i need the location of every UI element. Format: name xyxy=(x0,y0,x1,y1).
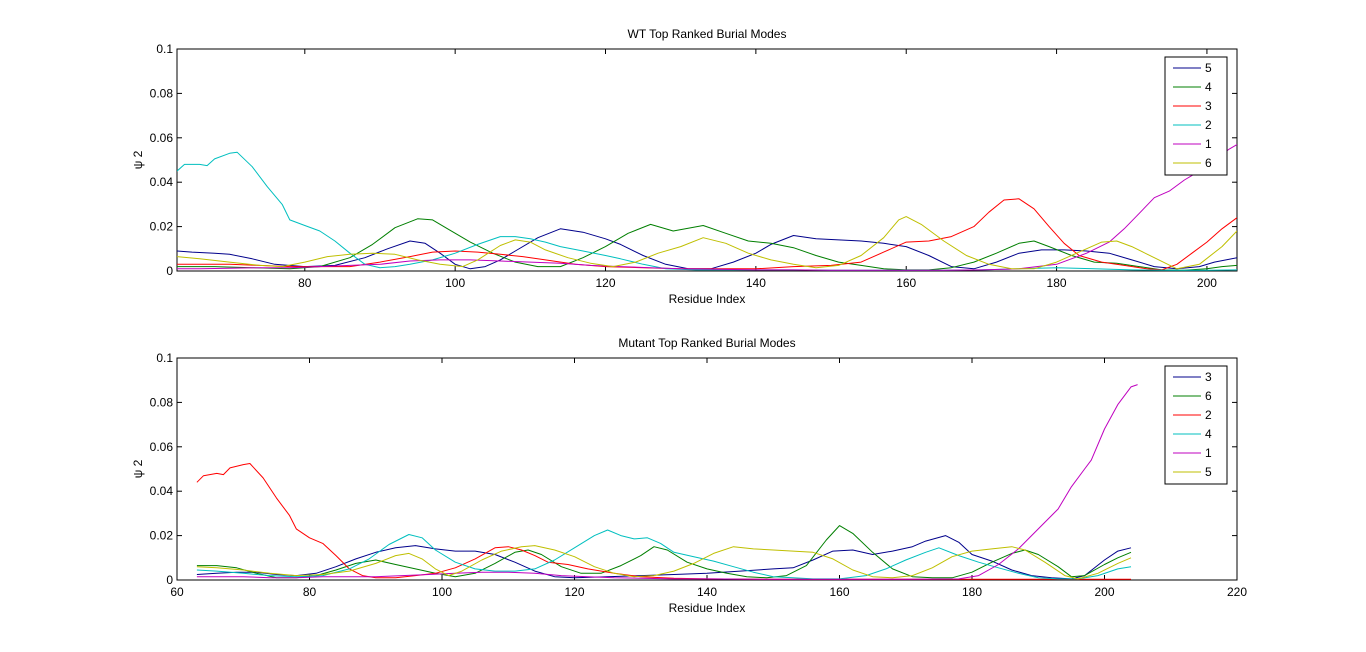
legend-label: 2 xyxy=(1205,408,1212,422)
y-tick-label: 0.02 xyxy=(150,529,174,543)
plot-area xyxy=(176,48,1238,272)
y-tick-label: 0.06 xyxy=(150,131,174,145)
x-tick-label: 120 xyxy=(564,585,584,599)
y-tick-label: 0.04 xyxy=(150,484,174,498)
y-axis-label: ψ 2 xyxy=(131,459,145,478)
legend-box xyxy=(1164,56,1228,176)
chart-panel-2: 60 80 100 120 140 160 180 200 220 0 0.02 0.04 0.06 0.… xyxy=(131,336,1247,615)
x-tick-label: 80 xyxy=(303,585,317,599)
x-tick-label: 160 xyxy=(896,276,916,290)
series-line-3 xyxy=(177,198,1237,271)
plot-area xyxy=(176,357,1238,581)
legend-label: 1 xyxy=(1205,137,1212,151)
y-tick-label: 0.02 xyxy=(150,220,174,234)
y-tick-label: 0.08 xyxy=(150,86,174,100)
legend-box xyxy=(1164,365,1228,485)
y-tick-label: 0.1 xyxy=(156,351,173,365)
series-line-1 xyxy=(177,144,1237,271)
legend-label: 3 xyxy=(1205,370,1212,384)
x-tick-label: 140 xyxy=(746,276,766,290)
x-tick-label: 200 xyxy=(1094,585,1114,599)
y-tick-label: 0.1 xyxy=(156,42,173,56)
legend-label: 2 xyxy=(1205,118,1212,132)
series-line-5 xyxy=(196,545,1132,580)
legend-label: 3 xyxy=(1205,99,1212,113)
series-group xyxy=(177,144,1237,271)
chart-panel-1: 80 100 120 140 160 180 200 0 0.02 0.04 0.06 0.08 0.1… xyxy=(131,27,1238,306)
x-tick-label: 60 xyxy=(170,585,184,599)
series-group xyxy=(196,384,1138,580)
chart-title: Mutant Top Ranked Burial Modes xyxy=(618,336,795,350)
x-tick-label: 100 xyxy=(445,276,465,290)
series-line-6 xyxy=(196,525,1132,579)
legend-label: 6 xyxy=(1205,389,1212,403)
y-tick-label: 0 xyxy=(166,264,173,278)
y-tick-label: 0.06 xyxy=(150,440,174,454)
legend-label: 4 xyxy=(1205,80,1212,94)
legend-label: 5 xyxy=(1205,61,1212,75)
series-line-1 xyxy=(196,384,1138,580)
series-line-4 xyxy=(177,218,1237,271)
y-tick-label: 0.04 xyxy=(150,175,174,189)
y-tick-label: 0.08 xyxy=(150,395,174,409)
legend-label: 5 xyxy=(1205,465,1212,479)
legend-label: 4 xyxy=(1205,427,1212,441)
x-tick-label: 100 xyxy=(432,585,452,599)
y-axis-label: ψ 2 xyxy=(131,150,145,169)
x-tick-label: 220 xyxy=(1227,585,1247,599)
x-axis-label: Residue Index xyxy=(669,601,746,615)
legend-label: 1 xyxy=(1205,446,1212,460)
x-tick-label: 160 xyxy=(829,585,849,599)
legend-label: 6 xyxy=(1205,156,1212,170)
x-tick-label: 120 xyxy=(595,276,615,290)
chart-title: WT Top Ranked Burial Modes xyxy=(628,27,787,41)
x-axis-label: Residue Index xyxy=(669,292,746,306)
x-tick-label: 180 xyxy=(1047,276,1067,290)
series-line-4 xyxy=(196,529,1132,580)
x-tick-label: 180 xyxy=(962,585,982,599)
series-line-6 xyxy=(177,216,1237,270)
x-tick-label: 200 xyxy=(1197,276,1217,290)
y-tick-label: 0 xyxy=(166,573,173,587)
x-tick-label: 80 xyxy=(298,276,312,290)
x-tick-label: 140 xyxy=(697,585,717,599)
series-line-3 xyxy=(196,535,1132,580)
